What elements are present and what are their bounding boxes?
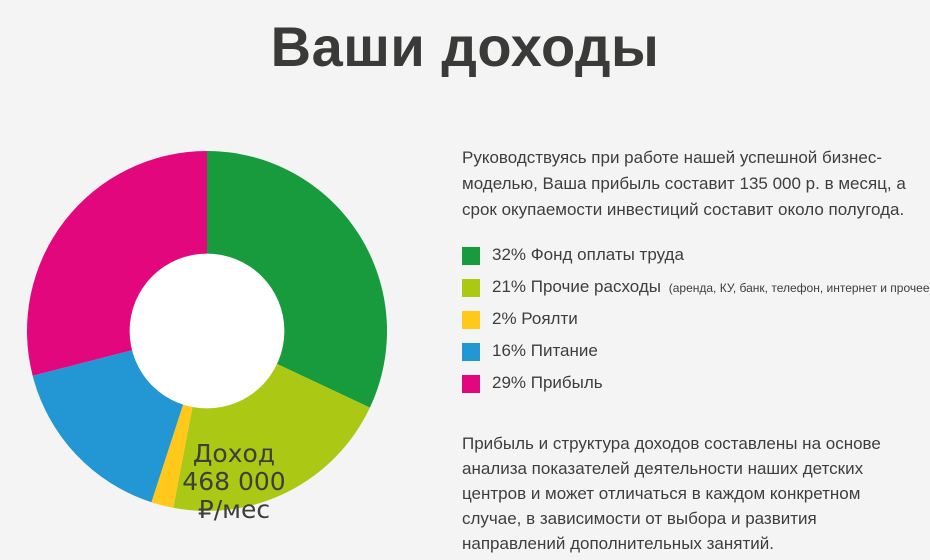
legend-item-label: 16% Питание (492, 341, 598, 360)
center-label-line3: ₽/мес (197, 495, 271, 524)
legend-item-label: 21% Прочие расходы (492, 277, 661, 296)
legend-item: 16% Питание (462, 342, 922, 361)
legend-item: 2% Роялти (462, 310, 922, 329)
legend-swatch-icon (462, 246, 480, 265)
legend-item-label: 32% Фонд оплаты труда (492, 245, 684, 264)
intro-paragraph: Руководствуясь при работе нашей успешной… (462, 148, 906, 219)
legend-swatch-icon (462, 374, 480, 393)
income-donut-chart (27, 151, 387, 511)
footer-paragraph: Прибыль и структура доходов составлены н… (462, 434, 881, 553)
donut-center-label: Доход 468 000 ₽/мес (124, 440, 344, 524)
legend-item-label: 29% Прибыль (492, 373, 603, 392)
legend-item: 29% Прибыль (462, 374, 922, 393)
legend-item-label: 2% Роялти (492, 309, 578, 328)
right-column: Руководствуясь при работе нашей успешной… (462, 145, 930, 556)
legend-item: 32% Фонд оплаты труда (462, 246, 922, 265)
legend-swatch-icon (462, 310, 480, 329)
donut-hole (129, 253, 285, 409)
donut-chart-area: Доход 468 000 ₽/мес (27, 151, 387, 524)
legend-swatch-icon (462, 278, 480, 297)
center-label-line2: 468 000 (182, 467, 286, 496)
chart-legend: 32% Фонд оплаты труда 21% Прочие расходы… (462, 246, 930, 393)
legend-swatch-icon (462, 342, 480, 361)
page-title: Ваши доходы (270, 15, 660, 78)
legend-item-note: (аренда, КУ, банк, телефон, интернет и п… (668, 281, 930, 295)
legend-item: 21% Прочие расходы (аренда, КУ, банк, те… (462, 277, 930, 297)
center-label-line1: Доход (192, 439, 276, 468)
